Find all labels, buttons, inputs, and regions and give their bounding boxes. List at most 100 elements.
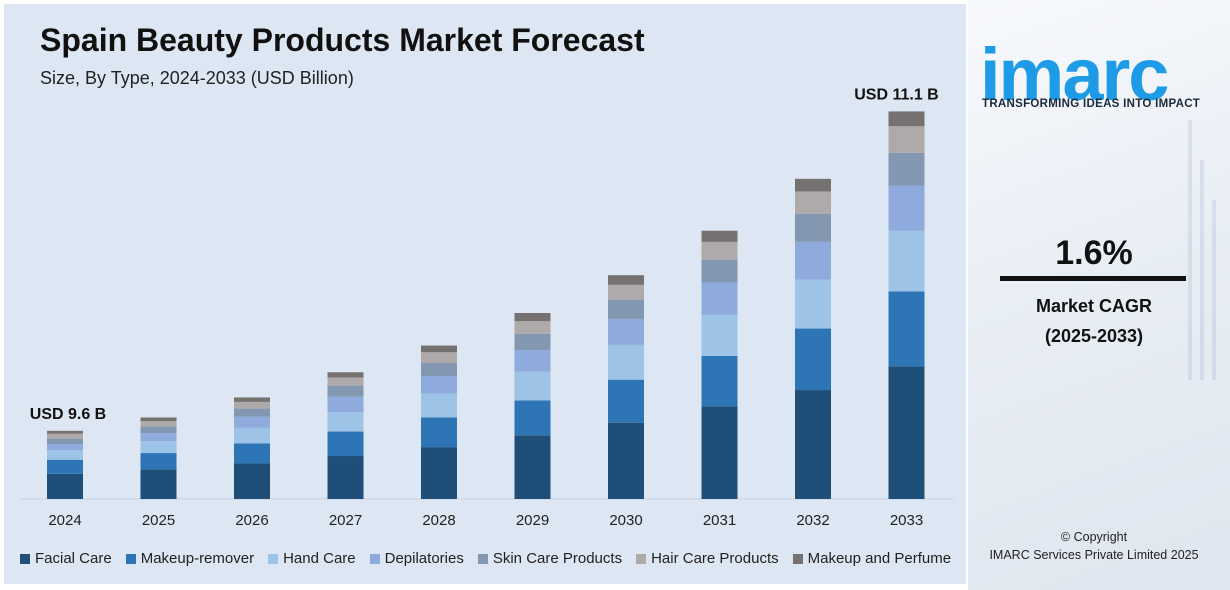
x-tick-label: 2031 (703, 512, 736, 529)
bar-segment-2029-facial-care (514, 435, 551, 499)
legend-item: Makeup-remover (125, 550, 254, 567)
bar-segment-2031-depilatories (701, 282, 738, 315)
bar-segment-2032-depilatories (795, 241, 831, 280)
bar-segment-2024-facial-care (47, 473, 83, 499)
bar-segment-2024-hand-care (47, 450, 83, 460)
bar-segment-2027-makeup-and-perfume (327, 372, 364, 378)
bar-segment-2031-facial-care (701, 406, 738, 499)
chart-legend: Facial Care Makeup-remover Hand Care Depila… (20, 550, 951, 567)
bar-segment-2025-makeup-remover (140, 453, 177, 470)
bar-segment-2030-hair-care-products (608, 284, 644, 300)
x-tick-label: 2030 (609, 512, 642, 529)
x-tick-label: 2025 (142, 512, 175, 529)
bar-segment-2032-makeup-remover (795, 328, 831, 391)
bar-segment-2028-facial-care (421, 447, 457, 499)
chart-panel: Spain Beauty Products Market Forecast Si… (4, 4, 966, 584)
legend-item: Skin Care Products (477, 550, 623, 567)
bar-segment-2029-hand-care (514, 371, 551, 401)
bar-segment-2027-hand-care (327, 412, 364, 432)
bar-segment-2025-skin-care-products (140, 426, 177, 434)
bar-segment-2027-skin-care-products (327, 385, 364, 397)
imarc-logo: imarc (980, 33, 1169, 116)
bar-segment-2026-skin-care-products (234, 408, 270, 417)
bar-segment-2026-depilatories (234, 416, 270, 428)
legend-swatch (792, 553, 803, 564)
cagr-period: (2025-2033) (1044, 326, 1144, 346)
bar-segment-2024-hair-care-products (47, 433, 83, 439)
value-annotation: USD 11.1 B (854, 86, 938, 103)
bar-segment-2029-skin-care-products (514, 333, 551, 351)
logo-tagline: TRANSFORMING IDEAS INTO IMPACT (982, 98, 1201, 110)
legend-label: Facial Care (35, 550, 112, 567)
x-tick-label: 2033 (890, 512, 923, 529)
bar-segment-2025-depilatories (140, 433, 177, 442)
bar-segment-2027-facial-care (327, 456, 364, 499)
bar-segment-2029-hair-care-products (514, 321, 551, 334)
bar-segment-2028-depilatories (421, 375, 457, 394)
bar-segment-2028-hair-care-products (421, 352, 457, 363)
bar-segment-2026-hair-care-products (234, 401, 270, 409)
company-text: IMARC Services Private Limited 2025 (989, 548, 1199, 562)
bar-segment-2030-hand-care (608, 344, 644, 380)
legend-label: Hair Care Products (651, 550, 779, 567)
legend-item: Hair Care Products (636, 550, 779, 567)
legend-item: Hand Care (268, 550, 356, 567)
bar-segment-2030-makeup-and-perfume (608, 275, 644, 285)
side-panel: imarc TRANSFORMING IDEAS INTO IMPACT 1.6… (968, 0, 1230, 590)
bar-segment-2026-makeup-remover (234, 443, 270, 464)
bar-segment-2025-facial-care (140, 469, 177, 499)
x-tick-label: 2028 (422, 512, 455, 529)
bar-segment-2026-makeup-and-perfume (234, 397, 270, 402)
legend-swatch (636, 553, 647, 564)
bar-segment-2027-hair-care-products (327, 377, 364, 386)
bar-segment-2025-hair-care-products (140, 421, 177, 427)
bar-segment-2030-depilatories (608, 318, 644, 345)
bar-segment-2028-skin-care-products (421, 362, 457, 376)
bar-segment-2031-hair-care-products (701, 241, 738, 260)
chart-title: Spain Beauty Products Market Forecast (40, 22, 645, 58)
x-tick-label: 2026 (235, 512, 268, 529)
bar-segment-2029-depilatories (514, 350, 551, 372)
bar-segment-2032-hair-care-products (795, 191, 831, 214)
bar-segment-2028-hand-care (421, 393, 457, 418)
bar-segment-2030-makeup-remover (608, 379, 644, 423)
bar-segment-2024-makeup-and-perfume (47, 430, 83, 434)
chart-subtitle: Size, By Type, 2024-2033 (USD Billion) (40, 68, 354, 88)
bar-segment-2030-skin-care-products (608, 299, 644, 319)
bar-segment-2032-hand-care (795, 279, 831, 329)
bar-segment-2030-facial-care (608, 422, 644, 499)
legend-swatch (268, 553, 279, 564)
legend-label: Skin Care Products (492, 550, 623, 567)
x-tick-label: 2032 (796, 512, 829, 529)
bar-segment-2025-makeup-and-perfume (140, 417, 177, 422)
legend-label: Makeup and Perfume (807, 550, 952, 567)
legend-swatch (20, 553, 30, 564)
decorative-stripe (1188, 120, 1192, 380)
bar-segment-2031-skin-care-products (701, 259, 738, 283)
bar-segment-2028-makeup-and-perfume (421, 345, 457, 353)
bar-segment-2024-makeup-remover (47, 459, 83, 474)
legend-swatch (125, 553, 136, 564)
value-annotation: USD 9.6 B (30, 406, 106, 423)
decorative-stripe (1200, 160, 1204, 380)
stacked-bar-plot: 2024 USD 9.6 B 2025 2026 2027 2028 2029 2030 203… (20, 86, 954, 529)
bar-segment-2029-makeup-remover (514, 400, 551, 436)
bar-segment-2027-makeup-remover (327, 431, 364, 457)
bar-segment-2026-hand-care (234, 427, 270, 444)
bar-segment-2033-makeup-remover (888, 291, 925, 367)
legend-item: Facial Care (20, 550, 112, 567)
bar-segment-2024-skin-care-products (47, 438, 83, 445)
bar-segment-2033-facial-care (888, 366, 925, 499)
bar-segment-2029-makeup-and-perfume (514, 312, 551, 322)
bar-segment-2033-makeup-and-perfume (888, 111, 925, 127)
bar-segment-2033-depilatories (888, 185, 925, 231)
legend-label: Hand Care (283, 550, 356, 567)
cagr-value: 1.6% (1055, 234, 1133, 272)
legend-item: Depilatories (369, 550, 464, 567)
bar-segment-2031-makeup-remover (701, 355, 738, 407)
x-tick-label: 2029 (516, 512, 549, 529)
bar-segment-2024-depilatories (47, 444, 83, 451)
bar-segment-2027-depilatories (327, 396, 364, 413)
bar-segment-2028-makeup-remover (421, 417, 457, 448)
legend-swatch (369, 553, 380, 564)
